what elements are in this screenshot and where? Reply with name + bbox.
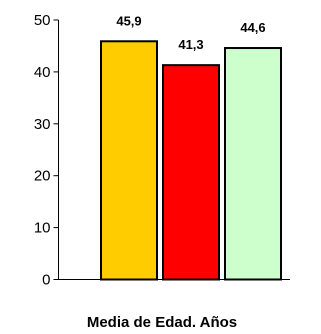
bar-value-label: 41,3: [178, 37, 203, 52]
y-tick-label: 20: [34, 168, 51, 185]
y-axis: 0 10 20 30 40 50: [34, 12, 59, 289]
y-tick-label: 40: [34, 64, 51, 81]
bar: [100, 40, 158, 281]
y-tick-label: 0: [42, 272, 50, 289]
y-tick-label: 10: [34, 220, 51, 237]
x-axis-title: Media de Edad. Años: [87, 314, 237, 331]
y-tick-label: 30: [34, 116, 51, 133]
y-tick-label: 50: [34, 12, 51, 29]
bar: [162, 64, 220, 281]
bars: [100, 40, 282, 281]
bar-value-label: 44,6: [240, 20, 265, 35]
bar: [224, 47, 282, 281]
bar-value-labels: 45,9 41,3 44,6: [116, 13, 265, 52]
bar-value-label: 45,9: [116, 13, 141, 28]
